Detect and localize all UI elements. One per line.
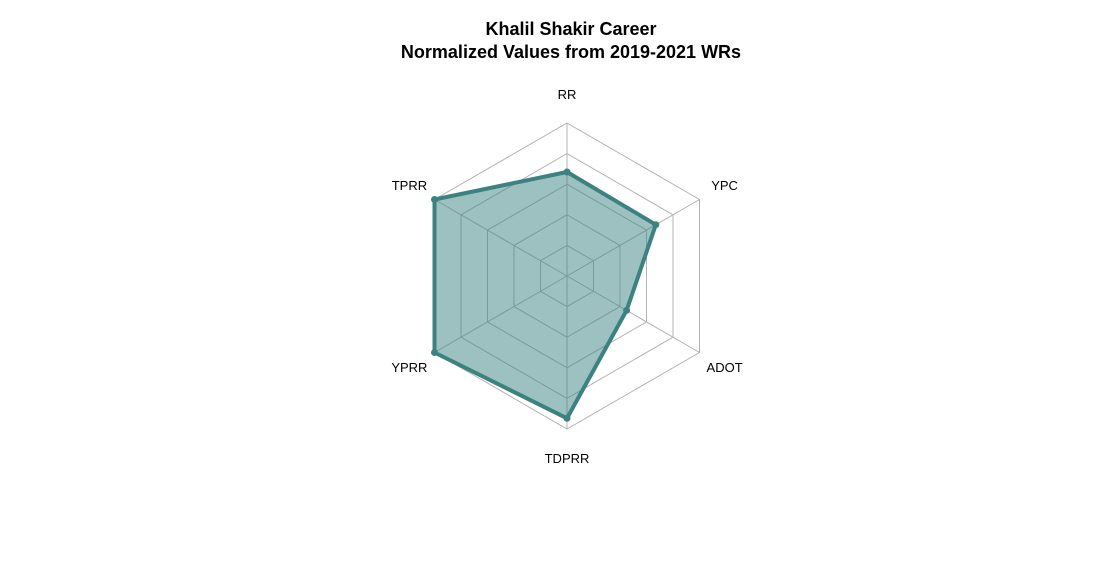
axis-label-tdprr: TDPRR [545,451,590,466]
data-point-tprr [431,196,438,203]
chart-title: Khalil Shakir Career Normalized Values f… [0,18,1097,64]
axis-label-rr: RR [558,87,577,102]
chart-title-line-2: Normalized Values from 2019-2021 WRs [400,42,742,62]
data-point-tdprr [563,414,571,422]
data-point-ypc [652,221,660,229]
axis-label-adot: ADOT [707,360,743,375]
axis-label-tprr: TPRR [392,178,427,193]
series-area [432,170,658,421]
chart-title-line-1: Khalil Shakir Career [485,19,657,39]
data-point-rr [563,168,571,176]
axis-label-ypc: YPC [711,178,738,193]
axis-labels: RR YPC ADOT TDPRR YPRR TPRR [391,87,742,466]
radar-series [431,168,660,422]
axis-label-yprr: YPRR [391,360,427,375]
data-point-yprr [431,349,438,356]
data-point-adot [623,306,631,314]
